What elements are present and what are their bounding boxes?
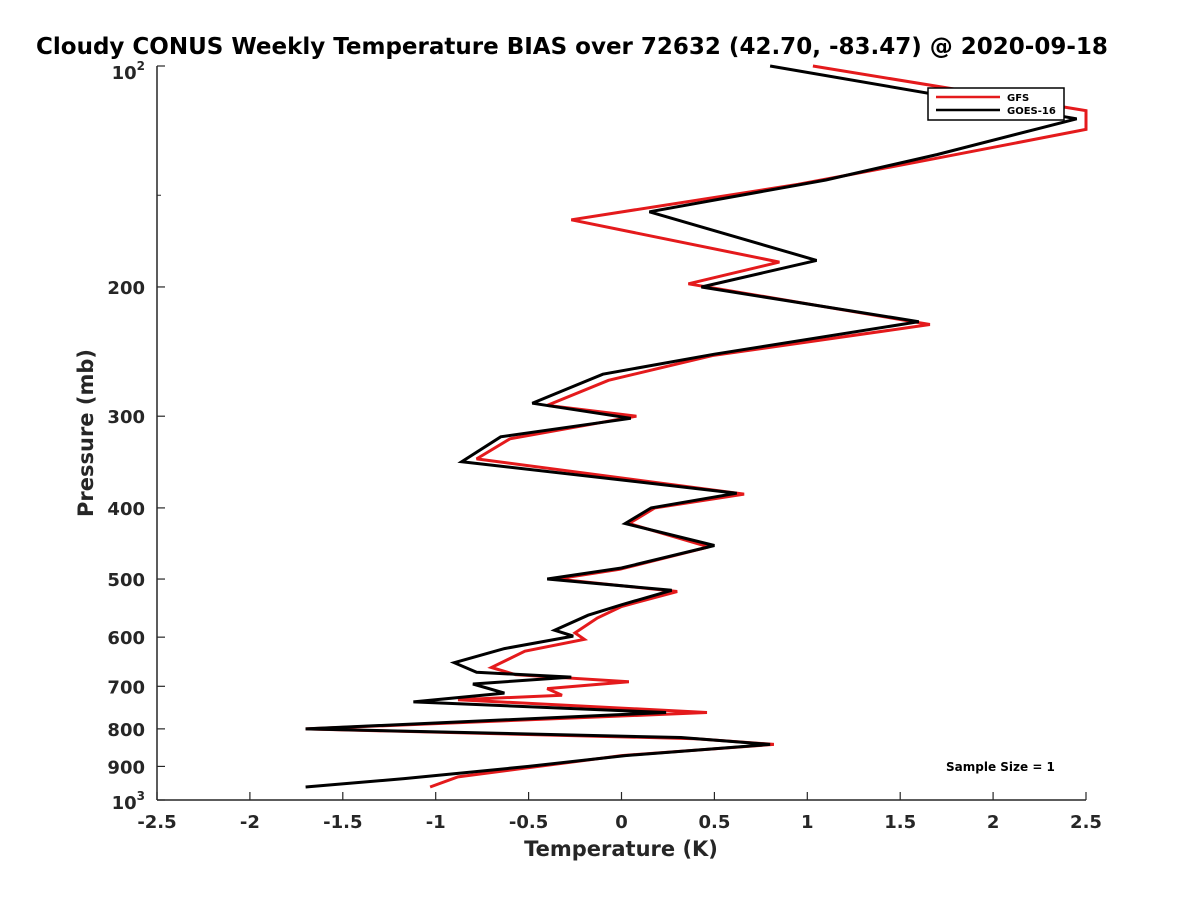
- legend: GFS GOES-16: [927, 87, 1065, 121]
- y-tick-label-power: 102: [112, 59, 145, 84]
- y-tick-label: 400: [107, 499, 145, 520]
- chart-title: Cloudy CONUS Weekly Temperature BIAS ove…: [36, 34, 1108, 60]
- x-tick-label: 1: [801, 812, 814, 833]
- x-tick-label: 0.5: [698, 812, 730, 833]
- x-tick-label: -2.5: [137, 812, 176, 833]
- x-tick-label: 2.5: [1070, 812, 1102, 833]
- plot-axes: [156, 66, 1086, 801]
- y-tick-label: 500: [107, 570, 145, 591]
- series-line-gfs: [305, 64, 1088, 789]
- x-tick-labels: -2.5 -2 -1.5 -1 -0.5 0 0.5 1 1.5 2 2.5: [137, 812, 1102, 833]
- tick-marks: [156, 65, 1087, 801]
- y-tick-label: 300: [107, 407, 145, 428]
- x-tick-label: 1.5: [884, 812, 916, 833]
- x-tick-label: -1.5: [323, 812, 362, 833]
- y-tick-label: 600: [107, 628, 145, 649]
- series-lines: [305, 64, 1088, 789]
- y-tick-label: 900: [107, 757, 145, 778]
- y-tick-labels: 200 300 400 500 600 700 800 900 102 103: [107, 59, 145, 814]
- y-tick-label: 800: [107, 720, 145, 741]
- x-tick-label: 0: [615, 812, 628, 833]
- legend-label-goes16: GOES-16: [1007, 106, 1056, 117]
- y-tick-label: 700: [107, 677, 145, 698]
- y-tick-label-power: 103: [112, 789, 145, 814]
- x-tick-label: -1: [426, 812, 446, 833]
- x-axis-label: Temperature (K): [524, 837, 718, 861]
- x-tick-label: 2: [987, 812, 1000, 833]
- sample-size-annotation: Sample Size = 1: [946, 760, 1055, 774]
- legend-label-gfs: GFS: [1007, 93, 1029, 104]
- y-tick-label: 200: [107, 278, 145, 299]
- y-axis-label: Pressure (mb): [74, 349, 98, 517]
- legend-box: [927, 87, 1065, 121]
- x-tick-label: -0.5: [509, 812, 548, 833]
- series-line-goes16: [305, 64, 1078, 789]
- x-tick-label: -2: [240, 812, 260, 833]
